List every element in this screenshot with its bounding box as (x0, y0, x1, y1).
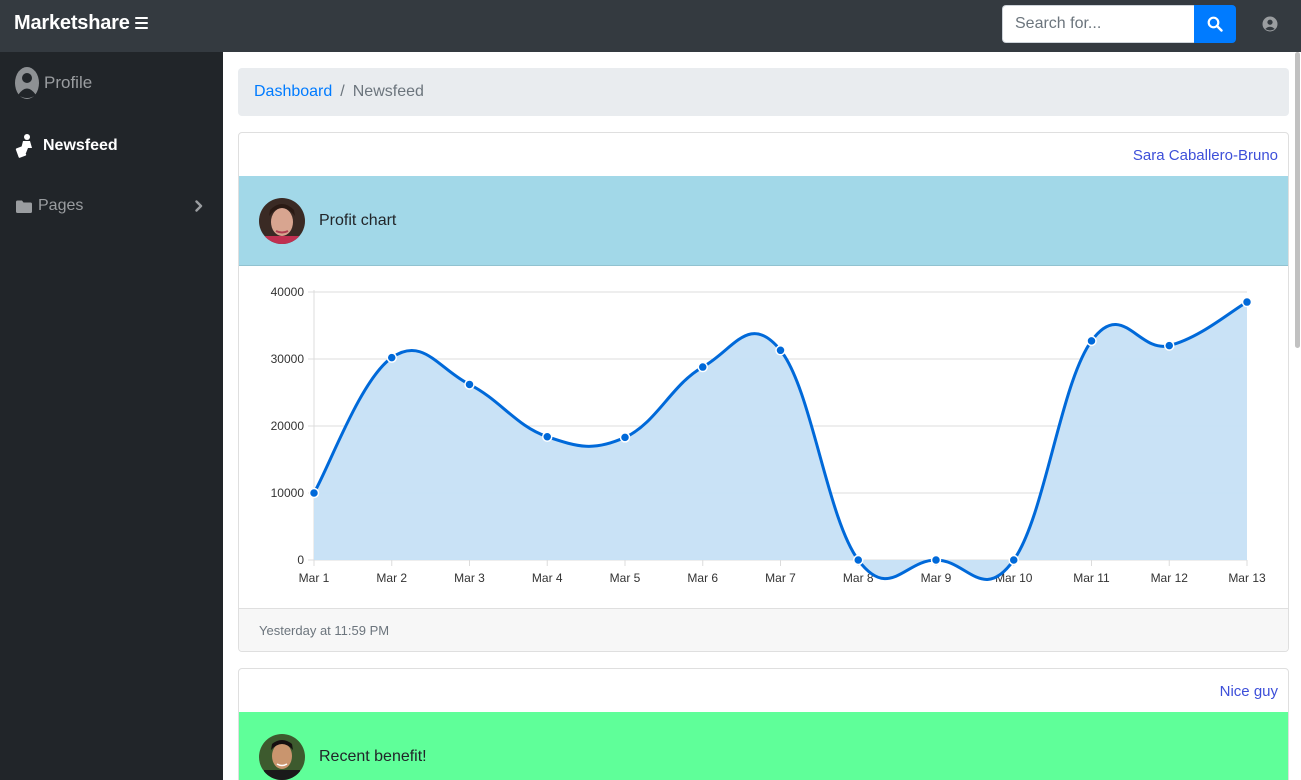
x-tick-label: Mar 11 (1073, 571, 1110, 585)
folder-icon (16, 200, 32, 213)
x-tick-label: Mar 2 (376, 571, 407, 585)
chart-canvas: 0 10000 20000 30000 40000 Mar 1 Mar 2 Mar 3 Mar … (271, 285, 1266, 585)
x-tick-label: Mar 4 (532, 571, 563, 585)
y-tick-label: 0 (297, 553, 304, 567)
data-point (1164, 340, 1175, 351)
breadcrumb-current: Newsfeed (352, 83, 424, 100)
sidebar-item-profile[interactable]: Profile (0, 58, 223, 108)
breadcrumb: Dashboard / Newsfeed (238, 68, 1289, 116)
x-tick-label: Mar 7 (765, 571, 796, 585)
post-author-link[interactable]: Sara Caballero-Bruno (1132, 147, 1278, 164)
sidebar: Profile Newsfeed Pages (0, 52, 223, 780)
top-navbar: Marketshare (0, 0, 1301, 52)
breadcrumb-separator: / (340, 83, 345, 100)
search-input[interactable] (1002, 5, 1194, 43)
sidebar-item-label: Pages (38, 197, 84, 214)
chart-area (314, 302, 1247, 580)
brand-logo[interactable]: Marketshare (14, 12, 130, 34)
sidebar-item-label: Profile (44, 73, 93, 92)
post-header: Profit chart (239, 176, 1288, 266)
data-point (464, 379, 475, 390)
data-point (1086, 335, 1097, 347)
x-tick-label: Mar 3 (454, 571, 485, 585)
post-card: Sara Caballero-Bruno Profit chart 0 10000… (238, 132, 1289, 652)
data-point (619, 432, 631, 443)
post-title: Recent benefit! (319, 748, 427, 765)
data-point (386, 352, 397, 363)
post-timestamp: Yesterday at 11:59 PM (259, 623, 390, 638)
x-tick-label: Mar 12 (1151, 571, 1189, 585)
x-tick-label: Mar 1 (299, 571, 330, 585)
data-point (542, 431, 553, 442)
x-tick-label: Mar 10 (995, 571, 1033, 585)
data-point (1241, 296, 1253, 308)
avatar[interactable] (259, 197, 305, 244)
page-scrollbar[interactable] (1293, 52, 1301, 780)
sidebar-item-label: Newsfeed (43, 137, 118, 154)
search-button[interactable] (1194, 5, 1236, 43)
data-point (1008, 554, 1019, 566)
post-title: Profit chart (319, 211, 397, 229)
x-tick-label: Mar 6 (687, 571, 718, 585)
data-point (697, 361, 708, 373)
post-header: Recent benefit! (239, 712, 1288, 780)
avatar[interactable] (259, 734, 305, 780)
breadcrumb-link-dashboard[interactable]: Dashboard (254, 83, 333, 100)
profit-chart: 0 10000 20000 30000 40000 Mar 1 Mar 2 Mar 3 Mar … (239, 266, 1288, 608)
sidebar-item-newsfeed[interactable]: Newsfeed (0, 121, 223, 171)
x-tick-label: Mar 8 (843, 571, 874, 585)
post-footer: Yesterday at 11:59 PM (239, 608, 1288, 651)
data-point (308, 487, 320, 499)
profile-icon (15, 67, 39, 99)
y-tick-label: 20000 (271, 419, 305, 433)
y-tick-label: 30000 (271, 352, 305, 366)
user-circle-icon[interactable] (1262, 16, 1278, 32)
newsfeed-icon (15, 134, 32, 158)
x-tick-label: Mar 13 (1228, 571, 1266, 585)
scrollbar-thumb[interactable] (1295, 52, 1300, 348)
post-author-link[interactable]: Nice guy (1219, 683, 1278, 700)
menu-icon[interactable] (135, 17, 148, 30)
x-tick-label: Mar 5 (610, 571, 641, 585)
data-point (930, 554, 942, 566)
data-point (775, 345, 786, 356)
sidebar-item-pages[interactable]: Pages (0, 181, 223, 231)
post-card: Nice guy Recent benefit! (238, 668, 1289, 780)
x-tick-label: Mar 9 (921, 571, 952, 585)
data-point (853, 554, 864, 566)
y-tick-label: 40000 (271, 285, 305, 299)
search-icon (1207, 16, 1223, 32)
chevron-right-icon (195, 200, 203, 212)
search-form (1002, 5, 1236, 43)
y-tick-label: 10000 (271, 486, 305, 500)
